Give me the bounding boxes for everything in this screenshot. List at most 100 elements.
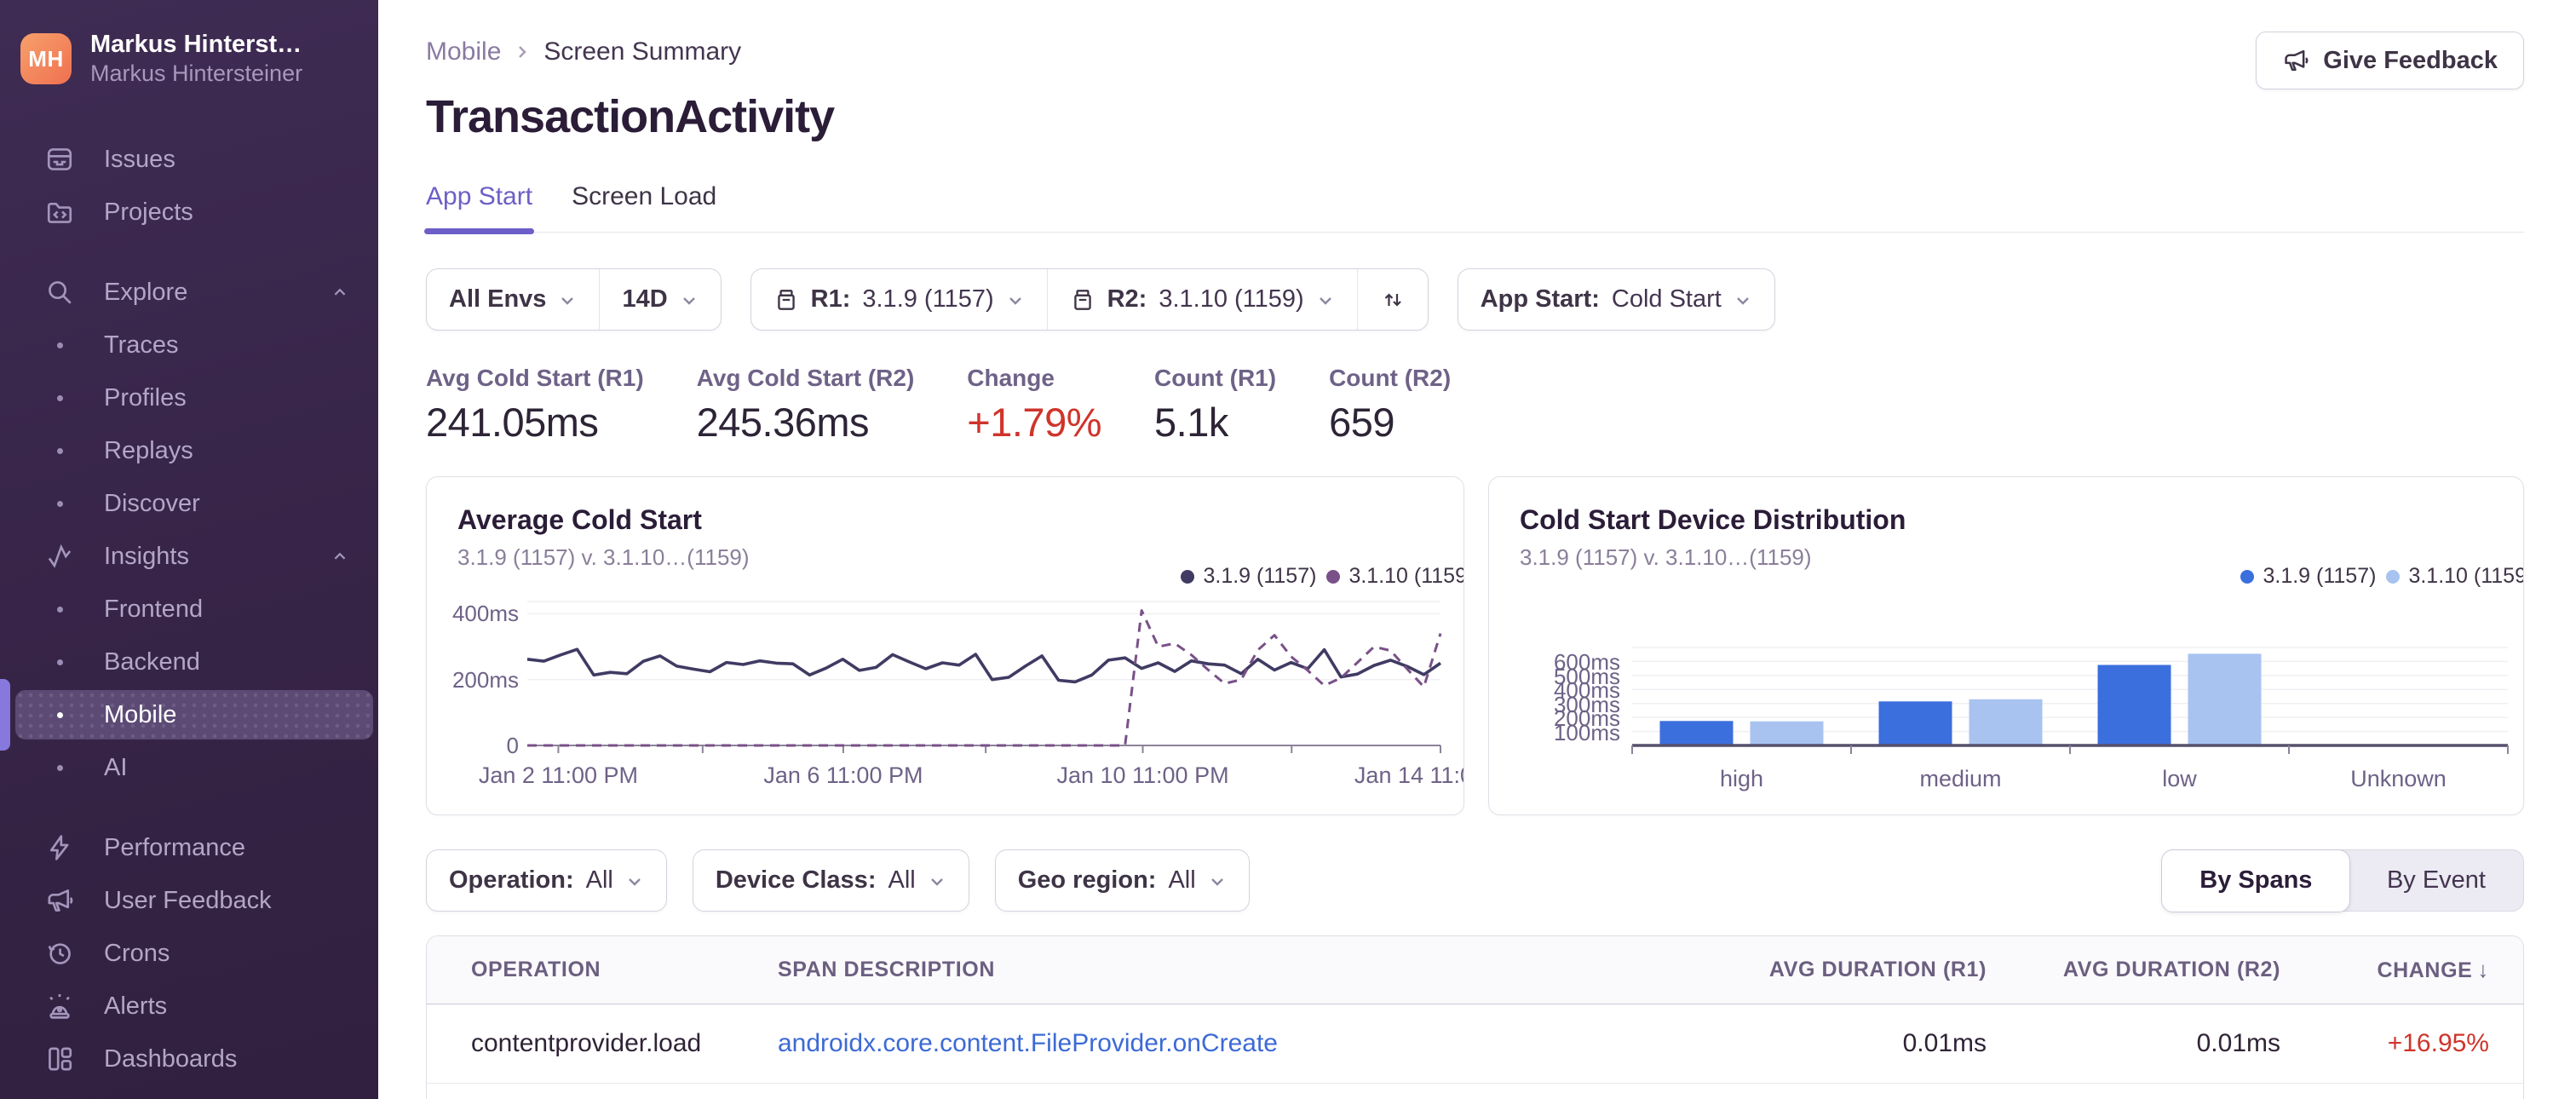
- swap-releases-button[interactable]: [1356, 269, 1428, 330]
- chevron-down-icon: [1316, 291, 1335, 310]
- sidebar-item-label: Issues: [104, 145, 175, 173]
- sidebar-item-alerts[interactable]: Alerts: [15, 981, 373, 1031]
- legend-label: 3.1.10 (1159: [1348, 564, 1464, 588]
- chevron-down-icon: [928, 872, 946, 891]
- environment-filter[interactable]: All Envs: [427, 269, 599, 330]
- column-header-change-label: CHANGE: [2377, 958, 2473, 982]
- cell-span-description-link[interactable]: androidx.core.content.FileProvider.onCre…: [778, 1029, 1278, 1057]
- chart-legend: 3.1.9 (1157) 3.1.10 (1159: [2240, 564, 2523, 589]
- app-start-label: App Start:: [1480, 285, 1600, 313]
- sidebar-item-ai[interactable]: AI: [15, 743, 373, 792]
- view-toggle: By Spans By Event: [2161, 849, 2524, 912]
- operation-filter[interactable]: Operation: All: [427, 850, 666, 911]
- sidebar-item-label: Frontend: [104, 595, 204, 623]
- legend-item-r2[interactable]: 3.1.10 (1159: [1326, 564, 1464, 589]
- metric-label: Avg Cold Start (R1): [426, 365, 644, 391]
- geo-region-filter-group: Geo region: All: [994, 849, 1250, 912]
- sidebar-section-insights[interactable]: Insights: [15, 532, 373, 581]
- chevron-down-icon: [1006, 291, 1025, 310]
- operation-value: All: [585, 866, 613, 894]
- org-name: Markus Hintersteiner: [90, 60, 303, 87]
- table-header: OPERATION SPAN DESCRIPTION AVG DURATION …: [427, 936, 2523, 1004]
- column-header-avg-duration-r2[interactable]: AVG DURATION (R2): [2062, 958, 2280, 981]
- x-axis-category-label: medium: [1919, 766, 2002, 791]
- legend-item-r1[interactable]: 3.1.9 (1157): [2240, 564, 2376, 589]
- sidebar-item-traces[interactable]: Traces: [15, 320, 373, 370]
- sidebar-item-frontend[interactable]: Frontend: [15, 584, 373, 634]
- tab-screen-load[interactable]: Screen Load: [572, 182, 717, 210]
- sidebar-item-performance[interactable]: Performance: [15, 823, 373, 872]
- chevron-down-icon: [625, 872, 644, 891]
- sidebar-item-releases[interactable]: Releases: [15, 1087, 373, 1099]
- sidebar-item-label: AI: [104, 753, 128, 781]
- sidebar-item-label: Discover: [104, 489, 200, 517]
- column-header-operation: OPERATION: [471, 958, 601, 981]
- release-2-filter[interactable]: R2: 3.1.10 (1159): [1046, 269, 1357, 330]
- bullet-icon: [15, 659, 104, 665]
- tab-app-start[interactable]: App Start: [423, 182, 535, 234]
- legend-item-r1[interactable]: 3.1.9 (1157): [1181, 564, 1316, 589]
- main-content: Mobile Screen Summary Give Feedback Tran…: [378, 0, 2576, 1099]
- sidebar-item-profiles[interactable]: Profiles: [15, 373, 373, 423]
- legend-item-r2[interactable]: 3.1.10 (1159: [2386, 564, 2523, 589]
- geo-region-label: Geo region:: [1017, 866, 1157, 894]
- legend-dot: [2386, 569, 2401, 584]
- y-axis-tick-label: 600ms: [1553, 649, 1620, 676]
- sidebar-item-replays[interactable]: Replays: [15, 426, 373, 475]
- chart-title: Cold Start Device Distribution: [1520, 504, 1906, 535]
- device-class-value: All: [888, 866, 916, 894]
- toggle-by-spans[interactable]: By Spans: [2161, 849, 2351, 912]
- bar-chart-plot: 600ms 500ms 400ms 300ms 200ms 100ms high medium…: [1554, 647, 2509, 791]
- cell-operation: contentprovider.load: [471, 1029, 702, 1057]
- sidebar-item-projects[interactable]: Projects: [15, 187, 373, 237]
- org-user-switcher[interactable]: MH Markus Hinterst… Markus Hintersteiner: [15, 29, 373, 89]
- issues-icon: [15, 145, 104, 174]
- cell-avg-duration-r2: 0.01ms: [2196, 1029, 2280, 1057]
- device-class-filter-group: Device Class: All: [692, 849, 969, 912]
- geo-region-filter[interactable]: Geo region: All: [996, 850, 1249, 911]
- toggle-by-event[interactable]: By Event: [2386, 866, 2486, 894]
- sidebar-item-crons[interactable]: Crons: [15, 929, 373, 978]
- swap-arrows-icon: [1380, 287, 1406, 313]
- release-1-filter[interactable]: R1: 3.1.9 (1157): [751, 269, 1047, 330]
- x-axis-tick-label: Jan 6 11:00 PM: [763, 762, 923, 788]
- chevron-down-icon: [1734, 291, 1752, 310]
- metric-avg-cold-start-r1: Avg Cold Start (R1) 241.05ms: [426, 365, 644, 446]
- sidebar-item-mobile[interactable]: Mobile: [0, 679, 373, 751]
- release-1-value: 3.1.9 (1157): [862, 285, 994, 313]
- sidebar-item-label: Insights: [104, 542, 189, 570]
- column-header-avg-duration-r1[interactable]: AVG DURATION (R1): [1768, 958, 1987, 981]
- sidebar-item-issues[interactable]: Issues: [15, 135, 373, 184]
- metric-count-r2: Count (R2) 659: [1329, 365, 1451, 446]
- sidebar-item-backend[interactable]: Backend: [15, 637, 373, 687]
- sidebar-item-label: User Feedback: [104, 886, 272, 914]
- release-1-label: R1:: [810, 285, 851, 313]
- metric-value: 241.05ms: [426, 400, 599, 445]
- sidebar-section-explore[interactable]: Explore: [15, 268, 373, 317]
- app-start-type-filter[interactable]: App Start: Cold Start: [1458, 269, 1774, 330]
- y-axis-tick-label: 200ms: [451, 666, 519, 693]
- date-range-filter[interactable]: 14D: [599, 269, 720, 330]
- megaphone-icon: [15, 886, 104, 915]
- operation-label: Operation:: [449, 866, 574, 894]
- release-filter-group: R1: 3.1.9 (1157) R2: 3.1.10 (1159): [750, 268, 1429, 331]
- megaphone-icon: [2282, 47, 2309, 74]
- column-header-change[interactable]: CHANGE ↓: [2280, 957, 2489, 983]
- y-axis-tick-label: 200ms: [1553, 705, 1620, 732]
- env-date-filter-group: All Envs 14D: [426, 268, 722, 331]
- breadcrumb-mobile[interactable]: Mobile: [426, 37, 502, 66]
- sidebar-item-dashboards[interactable]: Dashboards: [15, 1034, 373, 1084]
- chart-title: Average Cold Start: [457, 504, 702, 535]
- sidebar-item-discover[interactable]: Discover: [15, 479, 373, 528]
- chevron-down-icon: [558, 291, 577, 310]
- metric-change: Change +1.79%: [967, 365, 1101, 446]
- give-feedback-button[interactable]: Give Feedback: [2256, 32, 2524, 89]
- table-row-partial: [427, 1083, 2523, 1099]
- table-row: contentprovider.load androidx.core.conte…: [427, 1004, 2523, 1083]
- device-class-filter[interactable]: Device Class: All: [693, 850, 969, 911]
- sidebar: MH Markus Hinterst… Markus Hintersteiner…: [0, 0, 378, 1099]
- tab-bar: App Start Screen Load: [423, 182, 2524, 234]
- cell-avg-duration-r1: 0.01ms: [1902, 1029, 1987, 1057]
- sidebar-item-user-feedback[interactable]: User Feedback: [15, 876, 373, 925]
